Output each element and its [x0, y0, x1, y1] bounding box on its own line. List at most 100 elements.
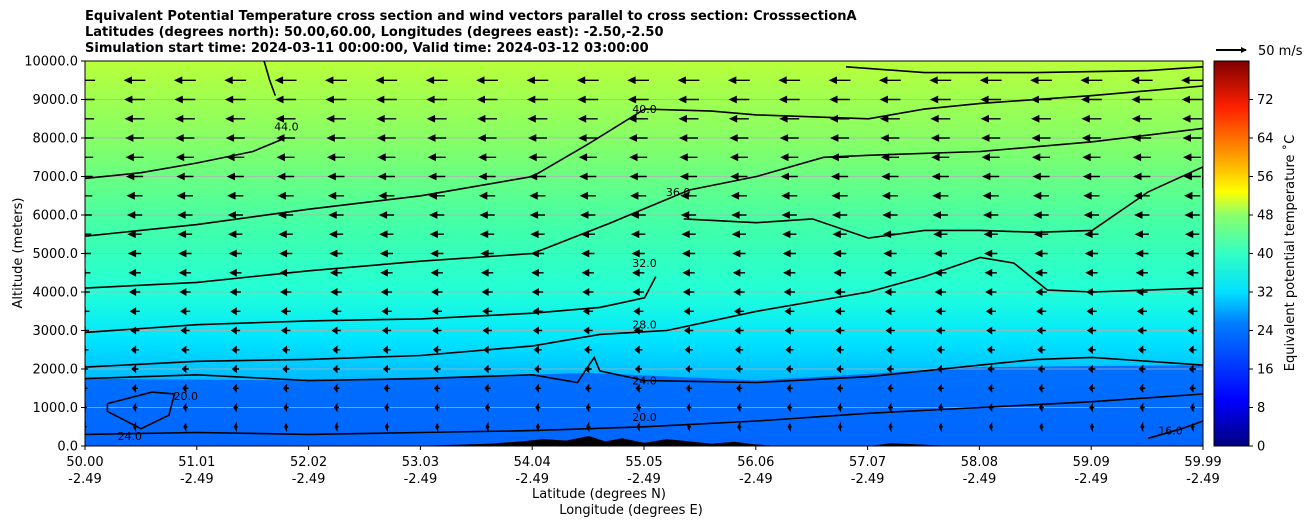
wind-vector	[382, 345, 391, 355]
wind-vector	[224, 95, 246, 104]
contour-label: 28.0	[632, 319, 657, 332]
wind-vector	[836, 383, 843, 393]
wind-vector	[178, 249, 192, 258]
wind-vector	[1131, 114, 1152, 123]
wind-vector	[736, 383, 743, 393]
wind-vector	[1082, 172, 1100, 181]
x-tick-label-lon: -2.49	[1186, 472, 1220, 487]
wind-vector	[729, 134, 749, 142]
contour-line-40	[85, 85, 1203, 237]
wind-vector	[380, 268, 393, 277]
wind-vector	[1182, 134, 1202, 142]
wind-vector	[680, 191, 697, 200]
wind-vector	[735, 364, 743, 374]
wind-vector	[888, 421, 893, 433]
wind-vector	[1038, 402, 1044, 413]
contour-line-32	[683, 166, 1203, 239]
wind-vector	[787, 423, 792, 433]
wind-vector	[1031, 153, 1051, 162]
wind-vector	[276, 153, 295, 162]
wind-vector	[85, 79, 96, 81]
wind-vector	[180, 307, 191, 316]
wind-vector	[1080, 95, 1102, 104]
wind-vector	[127, 230, 142, 239]
wind-vector	[384, 421, 389, 433]
wind-vector	[935, 307, 946, 316]
wind-vector	[85, 230, 92, 239]
wind-vector	[634, 345, 643, 355]
wind-vector	[177, 230, 193, 239]
wind-vector	[630, 191, 647, 200]
wind-vector	[275, 114, 296, 123]
wind-vector	[879, 76, 901, 85]
wind-vector	[829, 114, 850, 123]
wind-vector	[332, 345, 341, 355]
x-tick-label-lon: -2.49	[292, 472, 326, 487]
wind-vector	[785, 345, 794, 355]
wind-vector	[282, 364, 290, 374]
wind-vector	[230, 307, 241, 316]
wind-vector	[85, 175, 93, 178]
wind-vector	[126, 191, 143, 200]
wind-vector	[583, 345, 593, 355]
wind-vector	[377, 153, 396, 162]
wind-vector	[886, 364, 894, 374]
wind-vector	[787, 402, 793, 413]
wind-vector	[331, 326, 341, 335]
contour-line-32	[85, 276, 657, 334]
wind-vector	[1181, 95, 1203, 104]
wind-vector	[1136, 307, 1147, 316]
colorbar-ticks: 0 8 16 24 32 40 48 56 64 72	[1249, 93, 1274, 455]
wind-vector	[327, 191, 345, 200]
wind-vector	[1134, 230, 1149, 239]
wind-vector	[178, 268, 192, 277]
wind-vector	[375, 76, 398, 85]
x-tick-label-lon: -2.49	[68, 472, 102, 487]
wind-vector	[482, 326, 492, 335]
wind-vector	[684, 345, 693, 355]
contour-lines	[85, 61, 1203, 440]
wind-vector	[434, 402, 440, 413]
wind-vector	[982, 172, 1000, 181]
wind-vector	[938, 423, 943, 433]
wind-vector	[283, 402, 289, 413]
wind-vector	[632, 288, 644, 296]
wind-vector	[1130, 76, 1153, 85]
wind-vector	[228, 249, 242, 258]
wind-vector	[174, 114, 195, 123]
wind-vector	[328, 211, 344, 219]
wind-vector	[933, 249, 947, 258]
wind-vector	[686, 423, 691, 433]
wind-vector	[929, 76, 952, 85]
wind-vector	[737, 421, 742, 433]
wind-vector	[581, 249, 595, 258]
wind-vector	[181, 364, 189, 374]
wind-vector	[180, 326, 190, 335]
wind-vector	[225, 134, 245, 142]
wind-vector	[831, 191, 848, 200]
wind-vector	[428, 191, 445, 200]
wind-vector	[132, 421, 137, 433]
wind-vector	[629, 172, 647, 181]
wind-vector	[433, 383, 441, 393]
wind-vector	[334, 421, 339, 433]
wind-vector	[484, 402, 490, 413]
wind-vector	[835, 326, 845, 335]
wind-vector	[1039, 423, 1044, 433]
wind-vector	[326, 153, 345, 162]
wind-vector	[732, 249, 746, 258]
wind-vector	[376, 114, 397, 123]
wind-vector	[435, 423, 440, 433]
wind-vector	[182, 402, 188, 413]
wind-vector	[1086, 307, 1097, 316]
wind-vector	[477, 134, 497, 142]
wind-vector	[277, 211, 294, 219]
wind-vector	[1184, 191, 1201, 200]
wind-vector	[579, 191, 596, 200]
wind-vector	[931, 153, 950, 162]
wind-vector	[377, 172, 395, 181]
wind-vector	[278, 249, 293, 258]
wind-vector	[1085, 287, 1098, 297]
wind-vector	[283, 423, 289, 433]
wind-vector	[1138, 364, 1146, 374]
